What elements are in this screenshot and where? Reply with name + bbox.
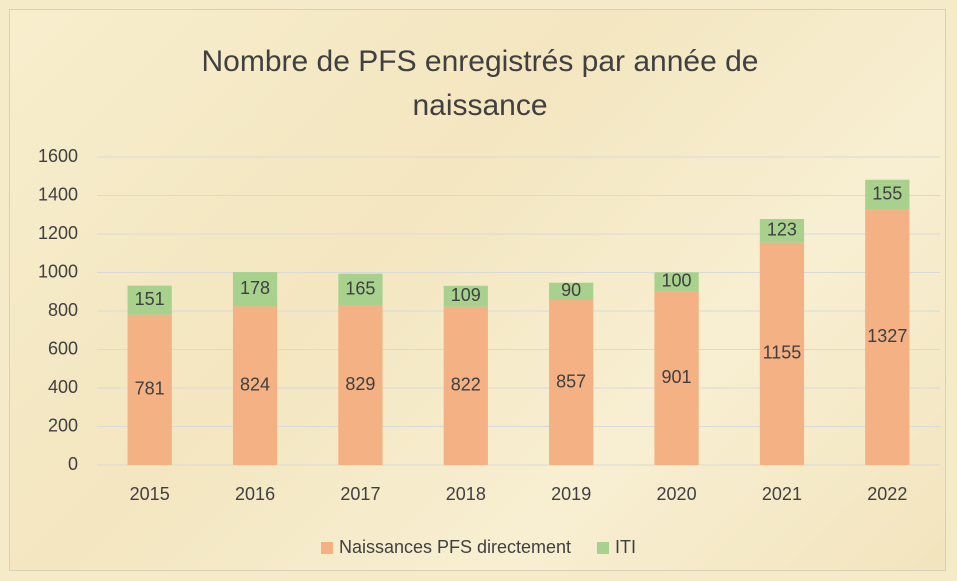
bar-segment [127, 285, 172, 315]
bar-segment [865, 209, 910, 465]
data-label: 178 [240, 278, 270, 298]
y-tick-label: 1400 [38, 184, 78, 204]
bar-segment [443, 306, 488, 465]
data-label: 123 [767, 220, 797, 240]
bar-segment [549, 282, 594, 301]
data-label: 155 [872, 183, 902, 203]
x-tick-label: 2017 [340, 484, 380, 504]
legend-item: Naissances PFS directement [320, 537, 572, 558]
bar-segment [759, 242, 805, 465]
y-tick-label: 600 [48, 338, 78, 358]
legend-swatch [320, 541, 333, 554]
legend: Naissances PFS directement ITI [0, 537, 957, 558]
data-label: 829 [345, 374, 375, 394]
bar-segment [759, 218, 805, 243]
y-tick-label: 200 [48, 415, 78, 435]
bar-segment [654, 272, 699, 292]
x-tick-label: 2015 [130, 484, 170, 504]
bar-segment [127, 314, 172, 465]
chart-title: Nombre de PFS enregistrés par année de n… [201, 45, 759, 122]
legend-label: ITI [615, 537, 637, 557]
legend-item: ITI [597, 537, 636, 558]
y-tick-label: 800 [48, 300, 78, 320]
data-label: 90 [561, 280, 581, 300]
y-tick-label: 1200 [38, 223, 78, 243]
data-label: 1327 [867, 326, 907, 346]
y-tick-label: 400 [48, 377, 78, 397]
bar-segment [865, 179, 910, 210]
x-tick-label: 2020 [657, 484, 697, 504]
bar-segment [654, 291, 699, 465]
x-tick-label: 2019 [551, 484, 591, 504]
x-tick-label: 2016 [235, 484, 275, 504]
legend-label: Naissances PFS directement [338, 537, 572, 557]
x-tick-label: 2021 [762, 484, 802, 504]
data-label: 824 [240, 374, 270, 394]
bar-segment [443, 285, 488, 307]
data-label: 151 [135, 289, 165, 309]
x-tick-label: 2022 [867, 484, 907, 504]
data-label: 100 [662, 271, 692, 291]
data-label: 901 [662, 367, 692, 387]
y-tick-label: 1000 [38, 261, 78, 281]
data-label: 781 [135, 379, 165, 399]
data-label: 857 [556, 371, 586, 391]
data-label: 165 [345, 278, 375, 298]
bar-segment [338, 273, 383, 306]
data-label: 109 [451, 285, 481, 305]
bar-segment [338, 305, 383, 465]
y-tick-label: 1600 [38, 146, 78, 166]
data-label: 1155 [763, 343, 802, 363]
bar-segment [549, 300, 594, 465]
y-tick-label: 0 [68, 454, 78, 474]
legend-swatch [597, 541, 610, 554]
bar-segment [232, 306, 278, 465]
data-label: 822 [451, 375, 481, 395]
bar-segment [232, 272, 278, 307]
x-tick-label: 2018 [446, 484, 486, 504]
